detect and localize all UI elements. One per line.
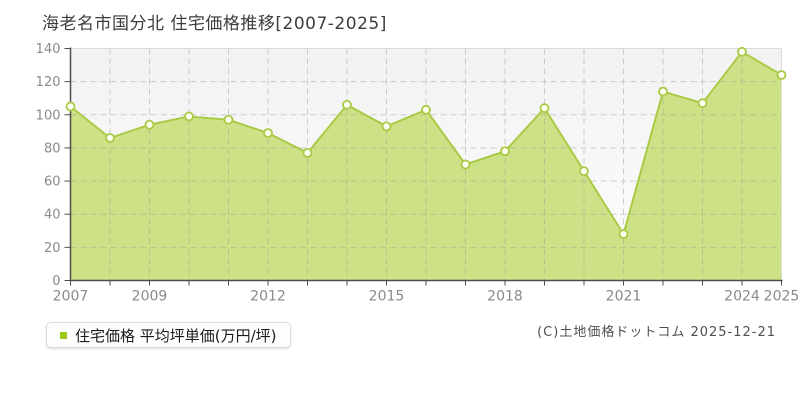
data-point (776, 70, 787, 80)
svg-text:2024: 2024 (724, 289, 760, 305)
svg-text:40: 40 (44, 208, 61, 223)
svg-text:60: 60 (44, 175, 61, 190)
gridlines (70, 48, 782, 281)
svg-text:2012: 2012 (250, 289, 286, 305)
svg-text:2018: 2018 (487, 289, 523, 305)
data-point (579, 166, 589, 177)
x-axis-labels: 2007 2009 2012 2015 2018 2021 2024 2025 (53, 289, 800, 305)
legend-marker-icon (60, 331, 67, 339)
data-point (421, 104, 431, 115)
svg-text:2007: 2007 (53, 289, 89, 305)
svg-text:140: 140 (36, 42, 61, 57)
data-point (658, 86, 668, 97)
data-point (65, 101, 76, 112)
svg-text:2025: 2025 (764, 289, 800, 305)
data-point-markers (65, 46, 787, 240)
svg-text:80: 80 (44, 141, 61, 156)
svg-text:2015: 2015 (369, 289, 405, 305)
svg-text:2021: 2021 (606, 289, 642, 305)
data-point (263, 128, 273, 138)
data-point (500, 146, 510, 157)
svg-text:2009: 2009 (132, 289, 168, 305)
data-point (539, 103, 550, 114)
legend-label: 住宅価格 平均坪単価(万円/坪) (75, 326, 277, 345)
svg-text:20: 20 (44, 241, 61, 256)
copyright-text: (C)土地価格ドットコム 2025-12-21 (537, 325, 776, 340)
data-point (302, 147, 313, 158)
data-point (184, 111, 194, 122)
data-point (697, 98, 708, 109)
chart-title: 海老名市国分北 住宅価格推移[2007-2025] (42, 14, 387, 34)
data-point (342, 99, 352, 110)
svg-text:100: 100 (36, 108, 61, 123)
svg-text:0: 0 (52, 274, 60, 289)
y-axis-labels: 0 20 40 60 80 100 120 140 (36, 42, 61, 289)
data-point (737, 46, 747, 57)
data-point (618, 229, 629, 240)
legend: 住宅価格 平均坪単価(万円/坪) (46, 322, 291, 348)
data-point (144, 119, 155, 130)
data-point (105, 133, 115, 143)
data-point (381, 121, 392, 132)
axes (64, 47, 783, 286)
data-point (460, 159, 471, 170)
data-point (223, 114, 234, 125)
series-area (70, 51, 782, 281)
svg-text:120: 120 (36, 75, 61, 90)
